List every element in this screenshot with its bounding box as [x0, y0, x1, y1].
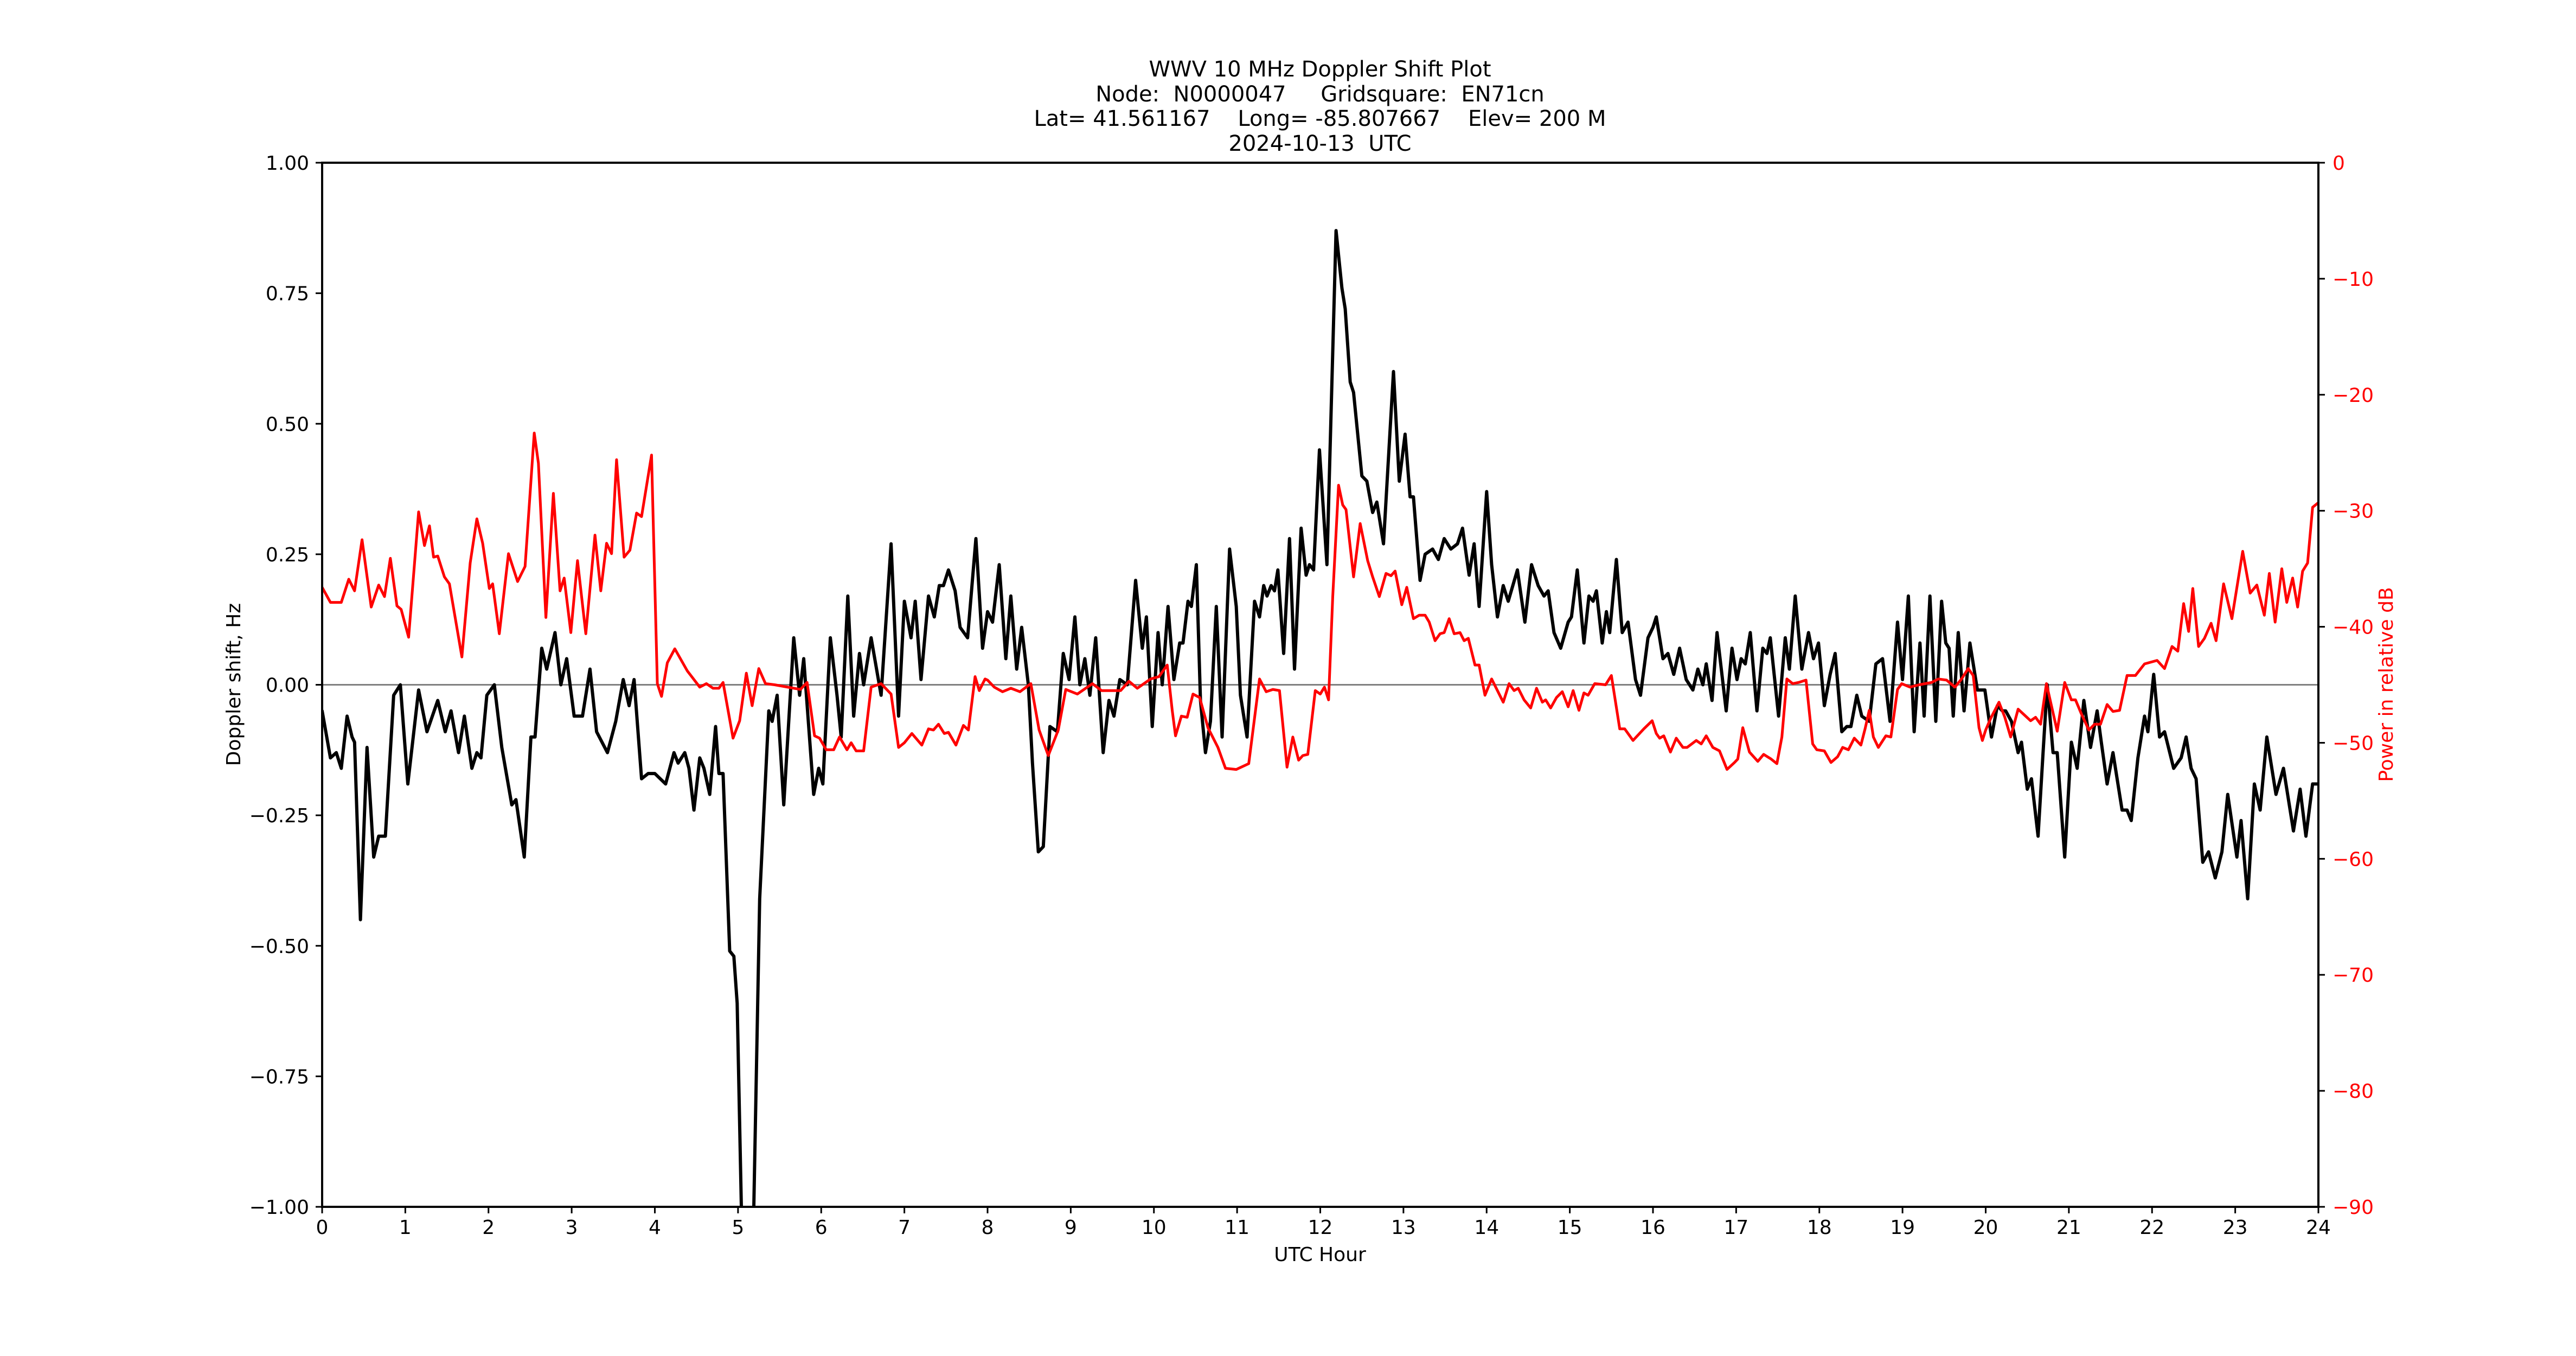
y-axis-left: 1.00 0.75 0.50 0.25 0.00 −0.25 −0.50 −0.75 −1.00: [249, 152, 322, 1219]
x-tick-label: 21: [2056, 1217, 2081, 1239]
x-tick-label: 8: [982, 1217, 994, 1239]
x-tick-label: 15: [1558, 1217, 1582, 1239]
title-line-1: WWV 10 MHz Doppler Shift Plot: [1149, 57, 1491, 82]
chart-title: WWV 10 MHz Doppler Shift Plot Node: N000…: [1034, 57, 1606, 156]
x-tick-label: 16: [1641, 1217, 1665, 1239]
title-line-2: Node: N0000047 Gridsquare: EN71cn: [1095, 82, 1545, 107]
y-tick-label: 1.00: [266, 152, 309, 175]
x-tick-label: 22: [2139, 1217, 2164, 1239]
y-right-tick-label: −80: [2333, 1080, 2374, 1103]
x-tick-label: 17: [1723, 1217, 1748, 1239]
title-line-4: 2024-10-13 UTC: [1228, 131, 1411, 156]
x-tick-label: 10: [1142, 1217, 1167, 1239]
y-right-tick-label: −90: [2333, 1197, 2374, 1219]
x-tick-label: 12: [1308, 1217, 1333, 1239]
x-tick-label: 2: [482, 1217, 495, 1239]
y-tick-label: 0.75: [266, 283, 309, 305]
x-tick-label: 20: [1973, 1217, 1998, 1239]
power-series-line: [322, 431, 2318, 771]
x-tick-label: 7: [898, 1217, 911, 1239]
y-tick-label: −0.75: [249, 1066, 309, 1088]
x-tick-label: 9: [1065, 1217, 1077, 1239]
x-tick-label: 24: [2306, 1217, 2331, 1239]
x-tick-label: 19: [1890, 1217, 1915, 1239]
x-tick-label: 14: [1474, 1217, 1499, 1239]
y-right-tick-label: −20: [2333, 385, 2374, 407]
doppler-series-line: [322, 229, 2318, 1207]
x-tick-label: 6: [815, 1217, 828, 1239]
y-tick-label: −0.25: [249, 805, 309, 827]
x-tick-label: 1: [399, 1217, 412, 1239]
x-tick-label: 5: [732, 1217, 744, 1239]
y-right-tick-label: −60: [2333, 848, 2374, 871]
y-tick-label: −0.50: [249, 936, 309, 958]
x-tick-label: 18: [1807, 1217, 1832, 1239]
y-tick-label: 0.50: [266, 413, 309, 436]
x-axis: 0 1 2 3 4 5 6 7 8 9 10 11 12 13 14 15 16 17 18 19 20 21 22 23 24: [316, 1207, 2331, 1239]
y-axis-label: Doppler shift, Hz: [223, 603, 245, 766]
title-line-3: Lat= 41.561167 Long= -85.807667 Elev= 20…: [1034, 106, 1606, 131]
x-tick-label: 3: [566, 1217, 578, 1239]
y-axis-right-label: Power in relative dB: [2375, 587, 2398, 782]
y-right-tick-label: −40: [2333, 617, 2374, 639]
x-tick-label: 11: [1225, 1217, 1249, 1239]
y-tick-label: 0.00: [266, 675, 309, 697]
y-right-tick-label: 0: [2333, 152, 2345, 175]
y-right-tick-label: −70: [2333, 964, 2374, 987]
x-tick-label: 13: [1391, 1217, 1416, 1239]
x-tick-label: 4: [649, 1217, 661, 1239]
y-tick-label: −1.00: [249, 1197, 309, 1219]
y-axis-right: 0 −10 −20 −30 −40 −50 −60 −70 −80 −90: [2318, 152, 2374, 1219]
y-right-tick-label: −50: [2333, 732, 2374, 754]
y-tick-label: 0.25: [266, 544, 309, 566]
x-axis-label: UTC Hour: [1274, 1244, 1366, 1266]
y-right-tick-label: −10: [2333, 268, 2374, 291]
x-tick-label: 0: [316, 1217, 329, 1239]
x-tick-label: 23: [2223, 1217, 2248, 1239]
y-right-tick-label: −30: [2333, 501, 2374, 523]
